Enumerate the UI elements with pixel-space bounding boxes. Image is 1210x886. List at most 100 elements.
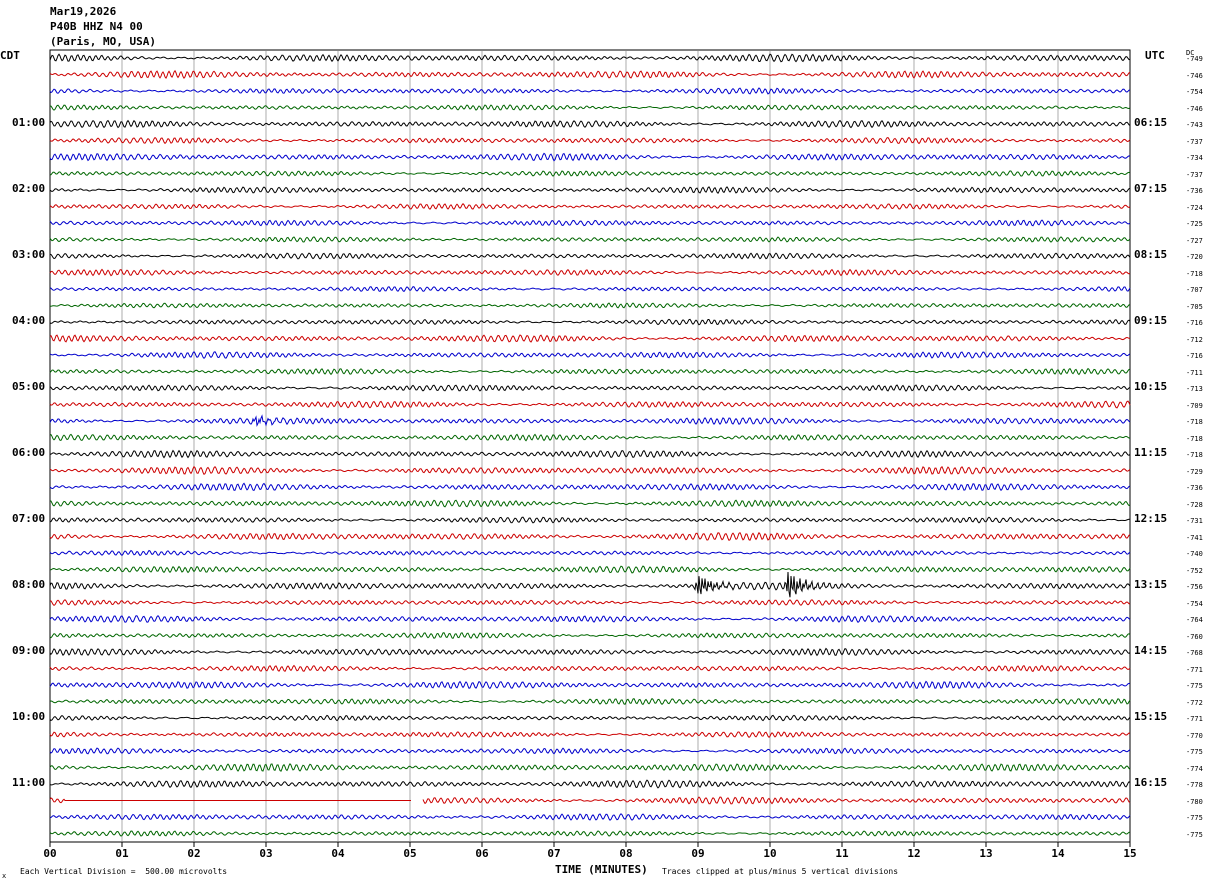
location-label: (Paris, MO, USA) bbox=[50, 35, 156, 48]
right-hour-label: 06:15 bbox=[1134, 116, 1168, 129]
trace-row bbox=[49, 465, 1131, 475]
trace-row bbox=[49, 647, 1131, 657]
right-hour-label: 12:15 bbox=[1134, 512, 1168, 525]
x-tick-label: 12 bbox=[907, 847, 920, 860]
dc-offset-label: -760 bbox=[1186, 632, 1203, 641]
right-hour-label: 08:15 bbox=[1134, 248, 1168, 261]
trace-row bbox=[49, 367, 1131, 376]
trace-row bbox=[49, 286, 1131, 293]
trace-group bbox=[49, 53, 1131, 837]
dc-offset-label: -736 bbox=[1186, 187, 1203, 195]
dc-offset-label: -718 bbox=[1186, 434, 1203, 443]
dc-offset-label: -712 bbox=[1186, 335, 1203, 344]
trace-row bbox=[49, 499, 1131, 508]
dc-offset-label: -741 bbox=[1186, 533, 1203, 542]
trace-row bbox=[49, 384, 1131, 392]
trace-row bbox=[49, 236, 1131, 243]
trace-row bbox=[49, 549, 1131, 557]
dc-offset-label: -716 bbox=[1186, 352, 1203, 360]
x-tick-label: 13 bbox=[979, 847, 992, 860]
trace-row bbox=[49, 433, 1131, 442]
dc-header-label: DC bbox=[1186, 49, 1195, 57]
dc-offset-label: -746 bbox=[1186, 104, 1203, 113]
trace-row bbox=[49, 714, 1131, 722]
x-tick-label: 04 bbox=[331, 847, 345, 860]
dc-offset-label: -705 bbox=[1186, 302, 1203, 311]
trace-row bbox=[49, 136, 1131, 145]
x-tick-label: 10 bbox=[763, 847, 776, 860]
dc-offset-label: -746 bbox=[1186, 71, 1203, 80]
dc-offset-label: -771 bbox=[1186, 665, 1203, 674]
dc-offset-label: -718 bbox=[1186, 451, 1203, 459]
left-hour-label: 05:00 bbox=[12, 380, 46, 393]
dc-offset-label: -727 bbox=[1186, 236, 1203, 245]
dc-offset-label: -740 bbox=[1186, 550, 1203, 558]
x-tick-label: 00 bbox=[43, 847, 56, 860]
dc-offset-label: -775 bbox=[1186, 814, 1203, 822]
trace-row bbox=[49, 482, 1131, 492]
x-tick-label: 01 bbox=[115, 847, 129, 860]
dc-offset-label: -709 bbox=[1186, 401, 1203, 410]
right-timezone-label: UTC bbox=[1145, 49, 1165, 62]
left-hour-label: 09:00 bbox=[12, 644, 46, 657]
dc-offset-label: -775 bbox=[1186, 748, 1203, 756]
dc-offset-label: -718 bbox=[1186, 269, 1203, 278]
right-hour-label: 09:15 bbox=[1134, 314, 1168, 327]
trace-row bbox=[49, 104, 1131, 111]
dc-offset-label: -725 bbox=[1186, 220, 1203, 228]
left-hour-label: 01:00 bbox=[12, 116, 46, 129]
x-tick-label: 08 bbox=[619, 847, 632, 860]
dc-offset-label: -729 bbox=[1186, 467, 1203, 476]
dc-offset-label: -737 bbox=[1186, 137, 1203, 146]
trace-row bbox=[49, 531, 1131, 541]
trace-row bbox=[49, 351, 1131, 360]
dc-offset-label: -724 bbox=[1186, 203, 1203, 212]
trace-row bbox=[49, 170, 1131, 177]
x-tick-label: 02 bbox=[187, 847, 200, 860]
dc-offset-label: -713 bbox=[1186, 385, 1203, 393]
trace-row bbox=[49, 219, 1131, 227]
right-hour-label: 13:15 bbox=[1134, 578, 1168, 591]
trace-row bbox=[49, 449, 1131, 459]
trace-row bbox=[49, 516, 1131, 524]
trace-row bbox=[49, 69, 1131, 80]
left-hour-label: 04:00 bbox=[12, 314, 46, 327]
right-hour-label: 16:15 bbox=[1134, 776, 1168, 789]
left-hour-label: 08:00 bbox=[12, 578, 46, 591]
left-hour-label: 07:00 bbox=[12, 512, 46, 525]
header: Mar19,2026 P40B HHZ N4 00 (Paris, MO, US… bbox=[50, 4, 156, 49]
trace-row bbox=[49, 572, 1131, 598]
trace-row bbox=[49, 203, 1131, 210]
x-tick-label: 14 bbox=[1051, 847, 1065, 860]
trace-row bbox=[49, 632, 1131, 639]
trace-row bbox=[49, 334, 1131, 343]
dc-offset-label: -770 bbox=[1186, 731, 1203, 740]
dc-offset-label: -736 bbox=[1186, 484, 1203, 492]
trace-row bbox=[49, 414, 1131, 427]
dc-offset-label: -728 bbox=[1186, 500, 1203, 509]
trace-row bbox=[49, 747, 1131, 755]
x-axis-title: TIME (MINUTES) bbox=[555, 863, 648, 876]
x-tick-label: 03 bbox=[259, 847, 272, 860]
corner-mark: x bbox=[2, 872, 7, 880]
scale-note: Each Vertical Division = 500.00 microvol… bbox=[20, 867, 228, 876]
plot-frame bbox=[49, 49, 1131, 843]
dc-offset-label: -764 bbox=[1186, 616, 1203, 624]
x-tick-label: 07 bbox=[547, 847, 560, 860]
dc-offset-label: -707 bbox=[1186, 286, 1203, 294]
trace-row bbox=[49, 680, 1131, 690]
trace-row bbox=[49, 697, 1131, 706]
dc-offset-label: -754 bbox=[1186, 88, 1203, 96]
right-hour-label: 14:15 bbox=[1134, 644, 1168, 657]
dc-offset-label: -754 bbox=[1186, 599, 1203, 608]
date-label: Mar19,2026 bbox=[50, 5, 117, 18]
trace-row bbox=[49, 268, 1131, 277]
trace-row bbox=[49, 664, 1131, 673]
x-axis: 00 01 02 03 04 05 06 07 08 09 10 11 12 13 14 15 bbox=[43, 842, 1137, 860]
dc-offset-label: -743 bbox=[1186, 121, 1203, 129]
trace-row bbox=[49, 53, 1131, 63]
dc-offset-label: -731 bbox=[1186, 517, 1203, 525]
right-hour-label: 10:15 bbox=[1134, 380, 1168, 393]
trace-row bbox=[49, 302, 1131, 309]
trace-row bbox=[49, 318, 1131, 326]
